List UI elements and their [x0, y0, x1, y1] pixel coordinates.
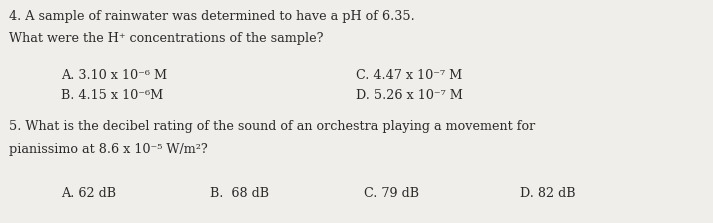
Text: C. 4.47 x 10⁻⁷ M: C. 4.47 x 10⁻⁷ M [356, 69, 463, 82]
Text: B.  68 dB: B. 68 dB [210, 187, 270, 200]
Text: D. 5.26 x 10⁻⁷ M: D. 5.26 x 10⁻⁷ M [356, 89, 463, 102]
Text: pianissimo at 8.6 x 10⁻⁵ W/m²?: pianissimo at 8.6 x 10⁻⁵ W/m²? [9, 143, 207, 156]
Text: 4. A sample of rainwater was determined to have a pH of 6.35.: 4. A sample of rainwater was determined … [9, 10, 414, 23]
Text: B. 4.15 x 10⁻⁶M: B. 4.15 x 10⁻⁶M [61, 89, 163, 102]
Text: A. 62 dB: A. 62 dB [61, 187, 116, 200]
Text: A. 3.10 x 10⁻⁶ M: A. 3.10 x 10⁻⁶ M [61, 69, 167, 82]
Text: C. 79 dB: C. 79 dB [364, 187, 419, 200]
Text: D. 82 dB: D. 82 dB [520, 187, 576, 200]
Text: 5. What is the decibel rating of the sound of an orchestra playing a movement fo: 5. What is the decibel rating of the sou… [9, 120, 535, 133]
Text: What were the H⁺ concentrations of the sample?: What were the H⁺ concentrations of the s… [9, 32, 323, 45]
